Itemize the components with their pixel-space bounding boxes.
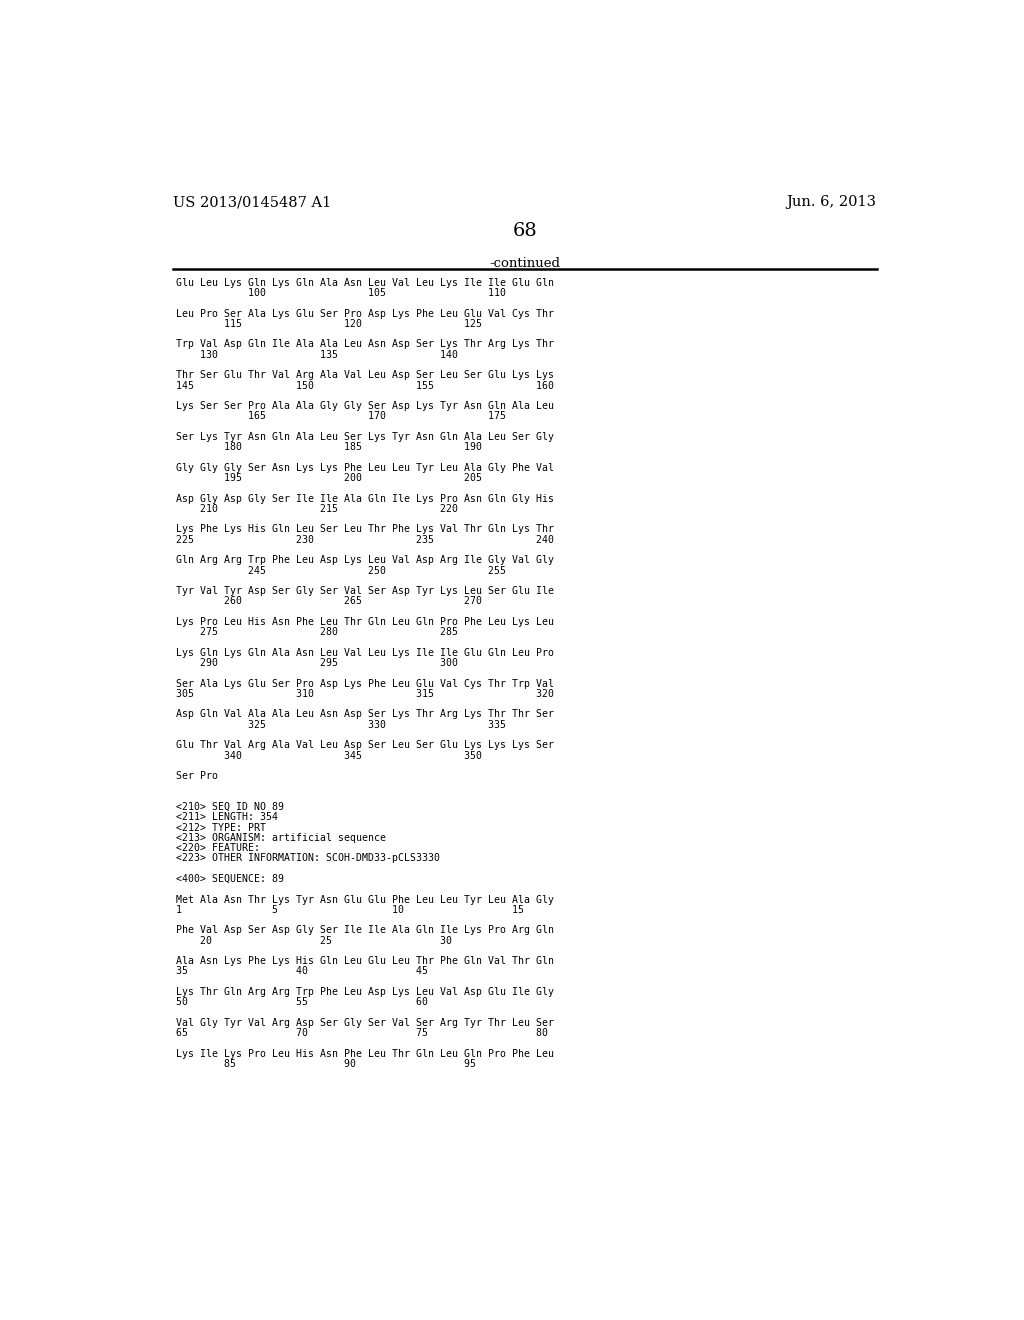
Text: 275                 280                 285: 275 280 285: [176, 627, 458, 638]
Text: 325                 330                 335: 325 330 335: [176, 719, 506, 730]
Text: Gln Arg Arg Trp Phe Leu Asp Lys Leu Val Asp Arg Ile Gly Val Gly: Gln Arg Arg Trp Phe Leu Asp Lys Leu Val …: [176, 556, 554, 565]
Text: 165                 170                 175: 165 170 175: [176, 412, 506, 421]
Text: Tyr Val Tyr Asp Ser Gly Ser Val Ser Asp Tyr Lys Leu Ser Glu Ile: Tyr Val Tyr Asp Ser Gly Ser Val Ser Asp …: [176, 586, 554, 597]
Text: 145                 150                 155                 160: 145 150 155 160: [176, 380, 554, 391]
Text: 340                 345                 350: 340 345 350: [176, 751, 482, 760]
Text: 65                  70                  75                  80: 65 70 75 80: [176, 1028, 548, 1038]
Text: <213> ORGANISM: artificial sequence: <213> ORGANISM: artificial sequence: [176, 833, 386, 843]
Text: <211> LENGTH: 354: <211> LENGTH: 354: [176, 812, 279, 822]
Text: Ala Asn Lys Phe Lys His Gln Leu Glu Leu Thr Phe Gln Val Thr Gln: Ala Asn Lys Phe Lys His Gln Leu Glu Leu …: [176, 956, 554, 966]
Text: Ser Pro: Ser Pro: [176, 771, 218, 781]
Text: 35                  40                  45: 35 40 45: [176, 966, 428, 977]
Text: US 2013/0145487 A1: US 2013/0145487 A1: [173, 195, 331, 210]
Text: Lys Ile Lys Pro Leu His Asn Phe Leu Thr Gln Leu Gln Pro Phe Leu: Lys Ile Lys Pro Leu His Asn Phe Leu Thr …: [176, 1048, 554, 1059]
Text: <212> TYPE: PRT: <212> TYPE: PRT: [176, 822, 266, 833]
Text: 210                 215                 220: 210 215 220: [176, 504, 458, 513]
Text: 85                  90                  95: 85 90 95: [176, 1059, 476, 1069]
Text: Lys Pro Leu His Asn Phe Leu Thr Gln Leu Gln Pro Phe Leu Lys Leu: Lys Pro Leu His Asn Phe Leu Thr Gln Leu …: [176, 616, 554, 627]
Text: 290                 295                 300: 290 295 300: [176, 659, 458, 668]
Text: 68: 68: [512, 222, 538, 240]
Text: 100                 105                 110: 100 105 110: [176, 288, 506, 298]
Text: <220> FEATURE:: <220> FEATURE:: [176, 843, 260, 853]
Text: 115                 120                 125: 115 120 125: [176, 319, 482, 329]
Text: Asp Gly Asp Gly Ser Ile Ile Ala Gln Ile Lys Pro Asn Gln Gly His: Asp Gly Asp Gly Ser Ile Ile Ala Gln Ile …: [176, 494, 554, 504]
Text: 20                  25                  30: 20 25 30: [176, 936, 452, 945]
Text: 260                 265                 270: 260 265 270: [176, 597, 482, 606]
Text: Lys Phe Lys His Gln Leu Ser Leu Thr Phe Lys Val Thr Gln Lys Thr: Lys Phe Lys His Gln Leu Ser Leu Thr Phe …: [176, 524, 554, 535]
Text: Glu Leu Lys Gln Lys Gln Ala Asn Leu Val Leu Lys Ile Ile Glu Gln: Glu Leu Lys Gln Lys Gln Ala Asn Leu Val …: [176, 277, 554, 288]
Text: Thr Ser Glu Thr Val Arg Ala Val Leu Asp Ser Leu Ser Glu Lys Lys: Thr Ser Glu Thr Val Arg Ala Val Leu Asp …: [176, 371, 554, 380]
Text: Gly Gly Gly Ser Asn Lys Lys Phe Leu Leu Tyr Leu Ala Gly Phe Val: Gly Gly Gly Ser Asn Lys Lys Phe Leu Leu …: [176, 463, 554, 473]
Text: <223> OTHER INFORMATION: SCOH-DMD33-pCLS3330: <223> OTHER INFORMATION: SCOH-DMD33-pCLS…: [176, 854, 440, 863]
Text: 130                 135                 140: 130 135 140: [176, 350, 458, 360]
Text: Asp Gln Val Ala Ala Leu Asn Asp Ser Lys Thr Arg Lys Thr Thr Ser: Asp Gln Val Ala Ala Leu Asn Asp Ser Lys …: [176, 709, 554, 719]
Text: Ser Ala Lys Glu Ser Pro Asp Lys Phe Leu Glu Val Cys Thr Trp Val: Ser Ala Lys Glu Ser Pro Asp Lys Phe Leu …: [176, 678, 554, 689]
Text: Leu Pro Ser Ala Lys Glu Ser Pro Asp Lys Phe Leu Glu Val Cys Thr: Leu Pro Ser Ala Lys Glu Ser Pro Asp Lys …: [176, 309, 554, 318]
Text: <400> SEQUENCE: 89: <400> SEQUENCE: 89: [176, 874, 284, 884]
Text: 225                 230                 235                 240: 225 230 235 240: [176, 535, 554, 545]
Text: Ser Lys Tyr Asn Gln Ala Leu Ser Lys Tyr Asn Gln Ala Leu Ser Gly: Ser Lys Tyr Asn Gln Ala Leu Ser Lys Tyr …: [176, 432, 554, 442]
Text: 1               5                   10                  15: 1 5 10 15: [176, 904, 524, 915]
Text: Lys Thr Gln Arg Arg Trp Phe Leu Asp Lys Leu Val Asp Glu Ile Gly: Lys Thr Gln Arg Arg Trp Phe Leu Asp Lys …: [176, 987, 554, 997]
Text: Lys Ser Ser Pro Ala Ala Gly Gly Ser Asp Lys Tyr Asn Gln Ala Leu: Lys Ser Ser Pro Ala Ala Gly Gly Ser Asp …: [176, 401, 554, 411]
Text: 195                 200                 205: 195 200 205: [176, 473, 482, 483]
Text: 305                 310                 315                 320: 305 310 315 320: [176, 689, 554, 698]
Text: -continued: -continued: [489, 257, 560, 271]
Text: 245                 250                 255: 245 250 255: [176, 565, 506, 576]
Text: Jun. 6, 2013: Jun. 6, 2013: [786, 195, 877, 210]
Text: <210> SEQ ID NO 89: <210> SEQ ID NO 89: [176, 803, 284, 812]
Text: 180                 185                 190: 180 185 190: [176, 442, 482, 453]
Text: Trp Val Asp Gln Ile Ala Ala Leu Asn Asp Ser Lys Thr Arg Lys Thr: Trp Val Asp Gln Ile Ala Ala Leu Asn Asp …: [176, 339, 554, 350]
Text: Glu Thr Val Arg Ala Val Leu Asp Ser Leu Ser Glu Lys Lys Lys Ser: Glu Thr Val Arg Ala Val Leu Asp Ser Leu …: [176, 741, 554, 750]
Text: Met Ala Asn Thr Lys Tyr Asn Glu Glu Phe Leu Leu Tyr Leu Ala Gly: Met Ala Asn Thr Lys Tyr Asn Glu Glu Phe …: [176, 895, 554, 904]
Text: 50                  55                  60: 50 55 60: [176, 998, 428, 1007]
Text: Lys Gln Lys Gln Ala Asn Leu Val Leu Lys Ile Ile Glu Gln Leu Pro: Lys Gln Lys Gln Ala Asn Leu Val Leu Lys …: [176, 648, 554, 657]
Text: Val Gly Tyr Val Arg Asp Ser Gly Ser Val Ser Arg Tyr Thr Leu Ser: Val Gly Tyr Val Arg Asp Ser Gly Ser Val …: [176, 1018, 554, 1028]
Text: Phe Val Asp Ser Asp Gly Ser Ile Ile Ala Gln Ile Lys Pro Arg Gln: Phe Val Asp Ser Asp Gly Ser Ile Ile Ala …: [176, 925, 554, 936]
